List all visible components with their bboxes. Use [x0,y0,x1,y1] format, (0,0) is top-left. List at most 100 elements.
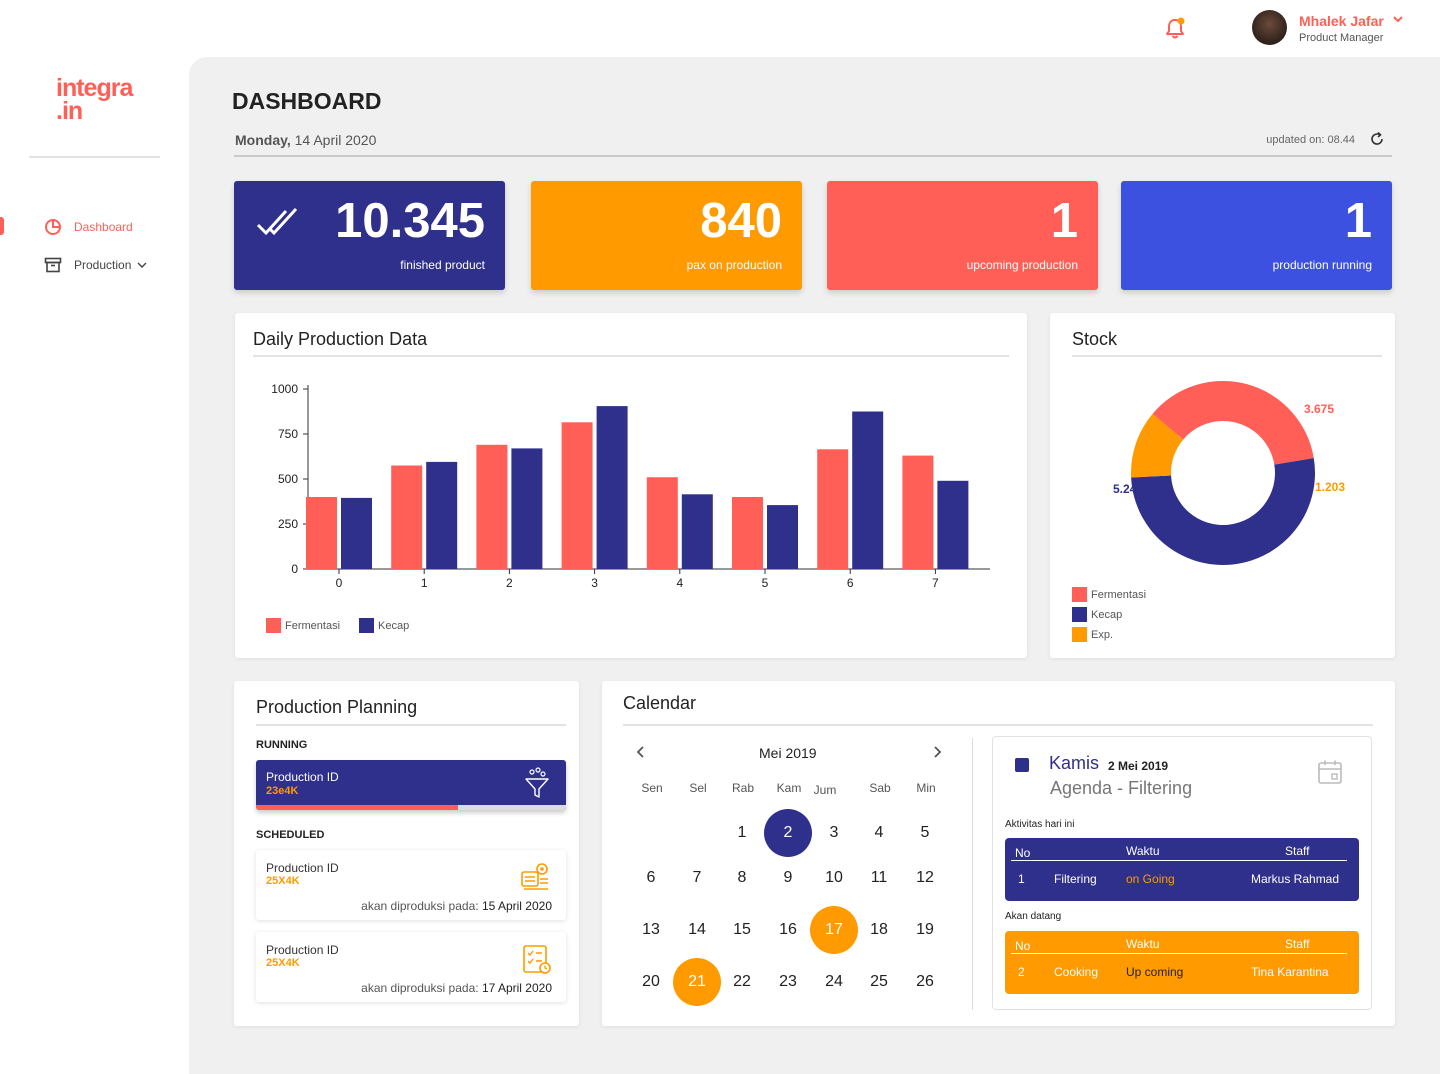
legend-swatch [266,618,281,633]
checklist-icon [523,945,551,974]
calendar-day[interactable]: 16 [779,921,797,938]
scheduled-date-value: 15 April 2020 [481,899,552,913]
bar-kecap-4[interactable] [681,494,713,569]
refresh-icon[interactable] [1369,131,1385,147]
calendar-day[interactable]: 5 [920,824,930,841]
card-title: Production Planning [256,697,418,717]
sidebar-item-label: Production [74,258,132,272]
date-value: 14 April 2020 [294,132,377,148]
stat-card-upcoming-production[interactable]: 1 upcoming production [827,181,1098,290]
bar-kecap-2[interactable] [511,448,543,569]
calendar-day[interactable]: 6 [646,869,656,886]
bar-kecap-6[interactable] [852,411,884,570]
production-code: 25X4K [266,957,300,969]
bar-fermentasi-4[interactable] [646,477,678,569]
sidebar-item-production[interactable]: Production [44,255,149,275]
scheduled-production-item[interactable]: Production ID 25X4K akan diproduksi pada… [256,850,566,920]
calendar-day[interactable]: 18 [870,921,888,938]
today-activities-label: Aktivitas hari ini [1005,819,1075,830]
table-row: 2 Cooking Up coming Tina Karantina [1005,965,1359,981]
stat-card-finished-product[interactable]: 10.345 finished product [234,181,505,290]
bar-fermentasi-3[interactable] [561,422,593,569]
header-staff: Staff [1285,844,1310,858]
bar-kecap-1[interactable] [426,461,458,569]
slice-exp[interactable] [1131,413,1184,478]
stat-card-pax-on-production[interactable]: 840 pax on production [531,181,802,290]
calendar-day[interactable]: 2 [764,809,812,857]
sidebar-divider [29,156,160,158]
bar-fermentasi-0[interactable] [306,497,337,569]
calendar-day[interactable]: 20 [642,973,660,990]
slice-kecap[interactable] [1131,458,1315,565]
chevron-right-icon[interactable] [931,745,943,759]
stat-label: pax on production [686,258,782,272]
user-name[interactable]: Mhalek Jafar [1299,13,1384,29]
bar-fermentasi-5[interactable] [732,497,763,569]
machine-gear-icon [521,863,548,890]
sidebar-item-dashboard[interactable]: Dashboard [44,217,133,237]
table-header: No Waktu Staff [1005,937,1359,953]
stat-card-production-running[interactable]: 1 production running [1121,181,1392,290]
notification-bell-icon[interactable] [1164,16,1186,40]
slice-value-label: 1.203 [1315,480,1345,494]
calendar-day[interactable]: 14 [688,921,706,938]
legend-swatch [1072,607,1087,622]
chevron-down-icon[interactable] [1392,14,1404,24]
bar-kecap-5[interactable] [767,505,798,569]
logo[interactable]: integra .in [56,76,133,124]
calendar-day[interactable]: 22 [733,973,751,990]
slice-fermentasi[interactable] [1152,381,1314,465]
legend-item-kecap: Kecap [1072,607,1122,622]
calendar-day[interactable]: 15 [733,921,751,938]
calendar-day[interactable]: 23 [779,973,797,990]
avatar[interactable] [1252,10,1287,45]
scheduled-label: SCHEDULED [256,829,325,841]
calendar-day[interactable]: 21 [673,958,721,1006]
scheduled-date: akan diproduksi pada: 17 April 2020 [361,981,552,995]
bar-fermentasi-1[interactable] [391,465,423,570]
calendar-day[interactable]: 19 [916,921,934,938]
agenda-day: Kamis [1049,753,1100,773]
weekday-label: Rab [731,781,754,795]
bar-kecap-7[interactable] [937,480,969,569]
bar-fermentasi-2[interactable] [476,444,508,569]
chevron-left-icon[interactable] [635,745,647,759]
bar-fermentasi-7[interactable] [902,455,934,569]
legend-label: Exp. [1091,628,1114,641]
filter-funnel-icon [525,767,549,798]
calendar-day[interactable]: 12 [916,869,934,886]
calendar-day[interactable]: 4 [874,824,884,841]
calendar-day[interactable]: 13 [642,921,660,938]
bar-kecap-3[interactable] [596,406,628,569]
calendar-day[interactable]: 24 [825,973,843,990]
upcoming-activity-table[interactable]: No Waktu Staff 2 Cooking Up coming Tina … [1005,931,1359,994]
production-progress-bar [256,805,566,810]
double-check-icon [256,207,298,236]
row-status: on Going [1126,872,1175,886]
running-production-item[interactable]: Production ID 23e4K [256,760,566,810]
calendar-day[interactable]: 11 [870,869,888,886]
scheduled-date-label: akan diproduksi pada: [361,899,479,913]
top-bar: Mhalek Jafar Product Manager [0,0,1440,57]
calendar-icon[interactable] [1317,759,1343,785]
scheduled-production-item[interactable]: Production ID 25X4K akan diproduksi pada… [256,932,566,1002]
calendar-day[interactable]: 26 [916,973,934,990]
calendar-day[interactable]: 1 [737,824,747,841]
card-title: Stock [1072,329,1118,349]
calendar-day[interactable]: 9 [783,869,793,886]
calendar-day[interactable]: 17 [810,906,858,954]
calendar-day[interactable]: 7 [692,869,702,886]
stock-donut-chart: 3.675 5.245 1.203 [1113,381,1345,565]
main-content: DASHBOARD Monday, 14 April 2020 updated … [189,57,1440,1074]
production-code: 23e4K [266,785,299,797]
bar-fermentasi-6[interactable] [817,449,849,569]
slice-value-label: 3.675 [1304,402,1334,416]
bar-kecap-0[interactable] [341,497,372,569]
current-date: Monday, 14 April 2020 [235,132,376,148]
today-activity-table[interactable]: No Waktu Staff 1 Filtering on Going Mark… [1005,838,1359,901]
calendar-day[interactable]: 8 [737,869,747,886]
calendar-day[interactable]: 10 [825,869,843,886]
calendar-day[interactable]: 3 [829,824,839,841]
calendar-day[interactable]: 25 [870,973,888,990]
weekday-label: Min [916,781,936,795]
